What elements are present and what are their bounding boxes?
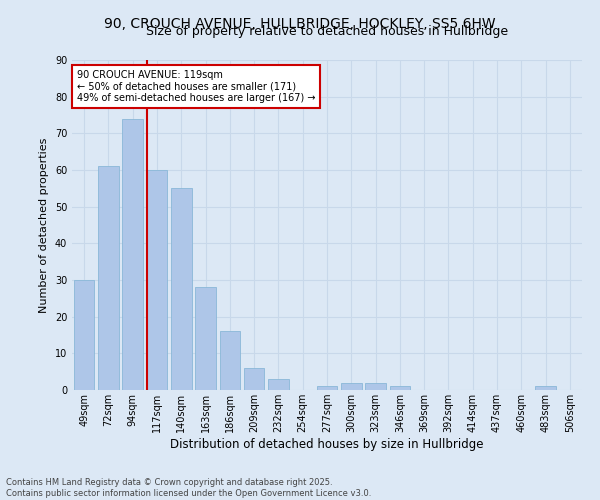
Y-axis label: Number of detached properties: Number of detached properties <box>39 138 49 312</box>
Bar <box>341 382 362 390</box>
Bar <box>98 166 119 390</box>
Text: 90, CROUCH AVENUE, HULLBRIDGE, HOCKLEY, SS5 6HW: 90, CROUCH AVENUE, HULLBRIDGE, HOCKLEY, … <box>104 18 496 32</box>
Bar <box>365 382 386 390</box>
Text: Contains HM Land Registry data © Crown copyright and database right 2025.
Contai: Contains HM Land Registry data © Crown c… <box>6 478 371 498</box>
Bar <box>195 288 216 390</box>
Bar <box>146 170 167 390</box>
Bar <box>535 386 556 390</box>
X-axis label: Distribution of detached houses by size in Hullbridge: Distribution of detached houses by size … <box>170 438 484 451</box>
Bar <box>220 332 240 390</box>
Bar <box>122 118 143 390</box>
Bar <box>244 368 265 390</box>
Bar <box>389 386 410 390</box>
Bar <box>171 188 191 390</box>
Text: 90 CROUCH AVENUE: 119sqm
← 50% of detached houses are smaller (171)
49% of semi-: 90 CROUCH AVENUE: 119sqm ← 50% of detach… <box>77 70 316 103</box>
Bar <box>74 280 94 390</box>
Bar <box>268 379 289 390</box>
Title: Size of property relative to detached houses in Hullbridge: Size of property relative to detached ho… <box>146 25 508 38</box>
Bar <box>317 386 337 390</box>
